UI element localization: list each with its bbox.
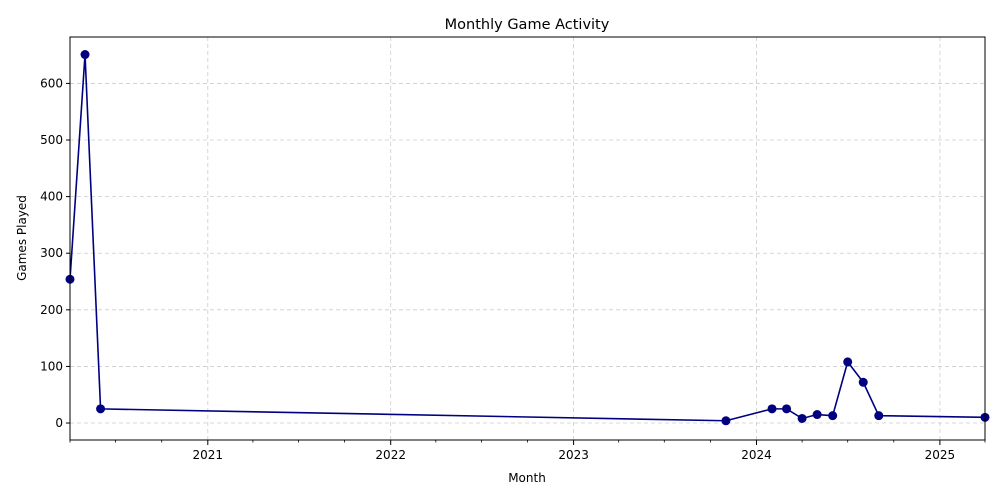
y-tick-label: 100 [40, 359, 63, 373]
x-axis-title: Month [508, 471, 546, 485]
y-tick-label: 600 [40, 76, 63, 90]
data-point [782, 404, 792, 414]
data-point [80, 50, 90, 60]
data-point [767, 404, 777, 414]
y-tick-label: 400 [40, 190, 63, 204]
x-tick-label: 2023 [558, 448, 589, 462]
x-tick-label: 2022 [375, 448, 406, 462]
axis-ticks: 0 100 200 300 400 500 600 2021 2022 2023 2024 2025 [40, 76, 986, 462]
data-point [874, 411, 884, 421]
series-games-played [65, 50, 990, 426]
chart-title: Monthly Game Activity [445, 17, 610, 33]
grid-lines [70, 37, 985, 440]
data-point [721, 416, 731, 426]
y-tick-label: 300 [40, 246, 63, 260]
data-point [828, 411, 838, 421]
x-tick-label: 2021 [193, 448, 224, 462]
y-tick-label: 0 [55, 416, 63, 430]
x-tick-label: 2025 [925, 448, 956, 462]
y-tick-label: 200 [40, 303, 63, 317]
data-point [812, 410, 822, 420]
data-point [843, 357, 853, 367]
data-point [797, 413, 807, 423]
plot-area-frame [69, 36, 986, 441]
data-point [96, 404, 106, 414]
y-axis-title: Games Played [15, 195, 29, 281]
data-point [858, 377, 868, 387]
y-tick-label: 500 [40, 133, 63, 147]
x-tick-label: 2024 [741, 448, 772, 462]
